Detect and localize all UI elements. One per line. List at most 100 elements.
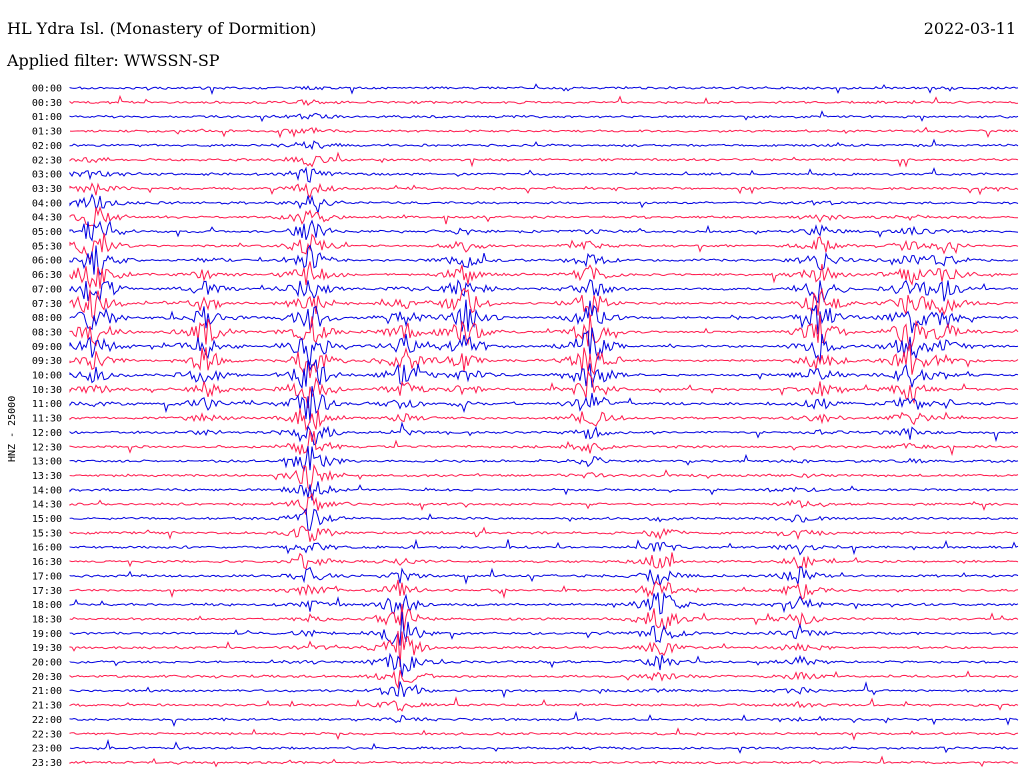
trace-row <box>69 492 1019 515</box>
row-label: 22:30 <box>32 729 62 740</box>
trace-row <box>69 261 1019 290</box>
row-label: 08:00 <box>32 313 62 324</box>
row-label: 15:00 <box>32 514 62 525</box>
trace-row <box>69 244 1019 276</box>
row-label: 15:30 <box>32 528 62 539</box>
trace-row <box>69 755 1019 768</box>
row-label: 23:30 <box>32 758 62 769</box>
row-label: 20:30 <box>32 672 62 683</box>
trace-row <box>69 525 1019 542</box>
trace-row <box>69 591 1019 615</box>
row-label: 01:00 <box>32 112 62 123</box>
trace-row <box>69 151 1019 168</box>
row-label: 03:00 <box>32 170 62 181</box>
trace-row <box>69 83 1019 95</box>
row-label: 04:30 <box>32 213 62 224</box>
row-label: 06:30 <box>32 270 62 281</box>
row-label: 12:00 <box>32 428 62 439</box>
trace-row <box>69 110 1019 123</box>
trace-row <box>69 342 1019 379</box>
trace-row <box>69 552 1019 570</box>
row-label: 07:00 <box>32 284 62 295</box>
trace-row <box>69 681 1019 699</box>
trace-row <box>69 166 1019 183</box>
row-label: 17:00 <box>32 571 62 582</box>
row-label: 23:00 <box>32 744 62 755</box>
trace-row <box>69 408 1019 432</box>
trace-row <box>69 232 1019 260</box>
trace-row <box>69 579 1019 601</box>
trace-row <box>69 287 1019 322</box>
trace-row <box>69 279 1019 304</box>
trace-row <box>69 386 1019 423</box>
row-label: 00:00 <box>32 84 62 95</box>
row-label: 14:30 <box>32 500 62 511</box>
trace-row <box>69 359 1019 390</box>
row-label: 21:30 <box>32 701 62 712</box>
trace-row <box>69 327 1019 366</box>
trace-row <box>69 727 1019 741</box>
row-label: 12:30 <box>32 442 62 453</box>
trace-row <box>69 313 1019 352</box>
row-label: 00:30 <box>32 98 62 109</box>
trace-row <box>69 538 1019 556</box>
trace-row <box>69 481 1019 501</box>
row-label: 05:00 <box>32 227 62 238</box>
trace-row <box>69 219 1019 242</box>
trace-row <box>69 696 1019 712</box>
trace-row <box>69 710 1019 728</box>
row-label: 13:00 <box>32 457 62 468</box>
row-label: 16:30 <box>32 557 62 568</box>
trace-row <box>69 630 1019 667</box>
trace-row <box>69 670 1019 690</box>
trace-row <box>69 611 1019 646</box>
row-label: 19:00 <box>32 629 62 640</box>
row-label: 18:30 <box>32 614 62 625</box>
row-label: 20:00 <box>32 658 62 669</box>
trace-row <box>69 566 1019 586</box>
row-labels: 00:00 00:30 01:00 01:30 02:00 02:30 03:00 03:30… <box>32 84 62 769</box>
row-label: 09:30 <box>32 356 62 367</box>
filter-label: Applied filter: WWSSN-SP <box>7 51 220 70</box>
trace-row <box>69 652 1019 677</box>
trace-row <box>69 299 1019 335</box>
row-label: 08:30 <box>32 327 62 338</box>
row-label: 06:00 <box>32 256 62 267</box>
row-label: 21:00 <box>32 686 62 697</box>
row-label: 10:00 <box>32 371 62 382</box>
row-label: 22:00 <box>32 715 62 726</box>
trace-row <box>69 507 1019 531</box>
trace-row <box>69 138 1019 151</box>
y-axis-label: HNZ - 25000 <box>7 396 18 462</box>
row-label: 10:30 <box>32 385 62 396</box>
trace-row <box>69 126 1018 139</box>
trace-row <box>69 603 1019 632</box>
trace-row <box>69 429 1019 457</box>
trace-row <box>69 94 1019 106</box>
row-label: 09:00 <box>32 342 62 353</box>
row-label: 07:30 <box>32 299 62 310</box>
row-label: 13:30 <box>32 471 62 482</box>
trace-row <box>69 370 1019 409</box>
row-label: 02:00 <box>32 141 62 152</box>
row-label: 16:00 <box>32 543 62 554</box>
trace-row <box>69 463 1019 493</box>
trace-row <box>69 193 1019 216</box>
trace-row <box>69 738 1019 754</box>
trace-row <box>69 446 1019 472</box>
row-label: 11:00 <box>32 399 62 410</box>
row-label: 01:30 <box>32 127 62 138</box>
row-label: 14:00 <box>32 485 62 496</box>
trace-row <box>69 421 1019 446</box>
row-label: 19:30 <box>32 643 62 654</box>
row-label: 04:00 <box>32 198 62 209</box>
trace-row <box>69 182 1019 199</box>
row-label: 02:30 <box>32 155 62 166</box>
row-label: 17:30 <box>32 586 62 597</box>
row-label: 05:30 <box>32 241 62 252</box>
trace-row <box>69 205 1019 227</box>
row-label: 03:30 <box>32 184 62 195</box>
row-label: 18:00 <box>32 600 62 611</box>
seismogram-traces <box>69 83 1019 768</box>
